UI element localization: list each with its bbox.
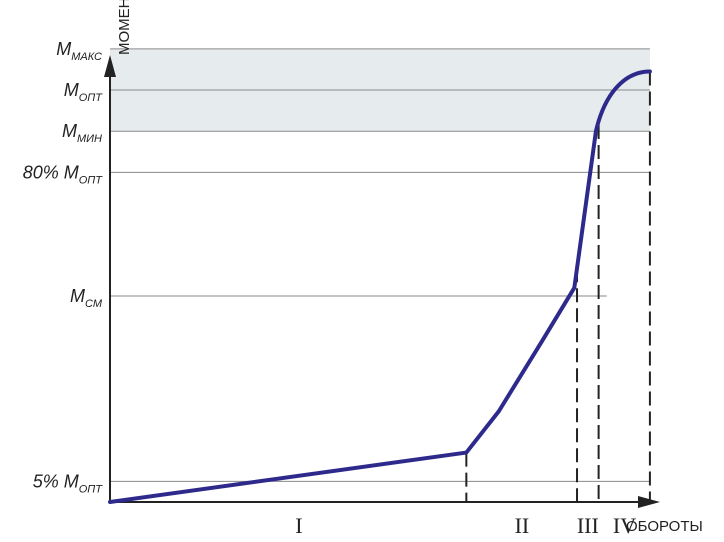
label-sub: ОПТ (79, 483, 104, 495)
y-axis-title: МОМЕНТ (116, 0, 133, 55)
label-sub: СМ (85, 298, 103, 310)
torque-curve (108, 69, 652, 504)
label-sub: МАКС (71, 51, 102, 63)
label-main: M (64, 80, 79, 100)
label-m-opt: MОПТ (64, 80, 104, 104)
label-m-max: MМАКС (56, 39, 102, 63)
zone-label-IV: IV (613, 513, 636, 538)
label-sub: МИН (77, 133, 102, 145)
torque-curve-layer (108, 69, 652, 504)
label-m-cm: MСМ (70, 286, 103, 310)
label-main: M (70, 286, 85, 306)
zone-labels: I II III IV (295, 513, 636, 538)
axes (104, 55, 660, 508)
label-sub: ОПТ (79, 92, 104, 104)
x-axis-arrow (638, 496, 660, 508)
x-axis-title: ОБОРОТЫ (626, 518, 703, 535)
label-main: 80% M (23, 162, 79, 182)
label-m-80: 80% MОПТ (23, 162, 104, 186)
zone-label-III: III (577, 513, 599, 538)
y-axis-arrow (104, 55, 116, 77)
label-main: M (56, 39, 71, 59)
torque-guides (110, 48, 650, 482)
label-main: 5% M (33, 471, 79, 491)
phase-boundaries (465, 71, 651, 502)
zone-label-I: I (295, 513, 302, 538)
zone-label-II: II (515, 513, 530, 538)
label-sub: ОПТ (79, 174, 104, 186)
label-m-min: MМИН (62, 121, 102, 145)
label-m-5: 5% MОПТ (33, 471, 104, 495)
label-main: M (62, 121, 77, 141)
